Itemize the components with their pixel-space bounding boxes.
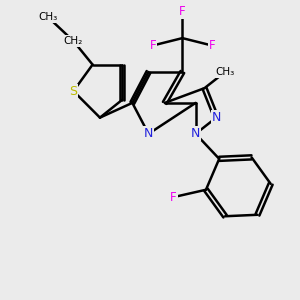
Text: CH₂: CH₂ [64, 36, 83, 46]
Text: CH₃: CH₃ [39, 13, 58, 22]
Text: CH₃: CH₃ [215, 67, 235, 77]
Text: N: N [144, 127, 153, 140]
Text: N: N [191, 127, 200, 140]
Text: F: F [150, 39, 156, 52]
Text: N: N [212, 111, 221, 124]
Text: F: F [170, 190, 177, 204]
Text: F: F [208, 39, 215, 52]
Text: S: S [69, 85, 77, 98]
Text: F: F [179, 5, 186, 18]
